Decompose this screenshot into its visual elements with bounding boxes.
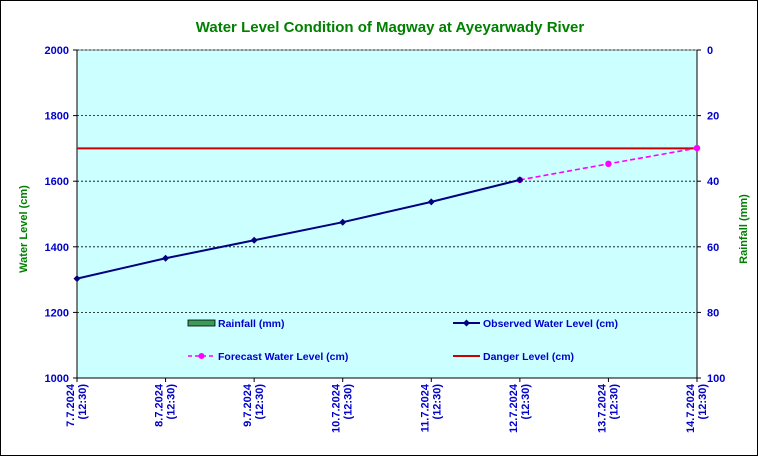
y2-tick-label: 0 — [707, 45, 713, 57]
y2-tick-label: 60 — [707, 242, 719, 254]
legend-danger-label: Danger Level (cm) — [483, 351, 574, 363]
observed-point — [162, 254, 170, 262]
chart-title: Water Level Condition of Magway at Ayeya… — [196, 19, 585, 36]
x-tick-label-line: (12:30) — [77, 384, 89, 420]
y-axis-title: Water Level (cm) — [18, 185, 30, 273]
y2-tick-label: 80 — [707, 307, 719, 319]
legend-observed-marker — [463, 319, 470, 327]
x-tick-label-line: 10.7.2024 — [331, 383, 343, 433]
x-tick-label-line: 11.7.2024 — [419, 383, 431, 432]
x-tick-label: 10.7.2024 (12:30) — [331, 383, 355, 433]
plot-area — [76, 49, 698, 379]
observed-point — [516, 176, 524, 184]
legend-rainfall-label: Rainfall (mm) — [218, 318, 285, 330]
x-tick-label-line: (12:30) — [343, 384, 355, 420]
legend-forecast-marker — [198, 353, 205, 359]
observed-point — [73, 275, 81, 283]
x-tick-label-line: 12.7.2024 — [508, 383, 520, 433]
x-tick-label-line: (12:30) — [431, 384, 443, 420]
y2-axis-title: Rainfall (mm) — [738, 194, 750, 264]
observed-water-level-line — [76, 178, 521, 280]
x-tick-label: 8.7.2024 (12:30) — [154, 383, 178, 427]
legend-forecast-label: Forecast Water Level (cm) — [218, 351, 348, 363]
y-tick-label: 1800 — [45, 111, 69, 123]
x-tick-label-line: (12:30) — [166, 384, 178, 420]
y2-tick-label: 20 — [707, 111, 719, 123]
legend-observed-label: Observed Water Level (cm) — [483, 318, 618, 330]
x-tick-label: 14.7.2024 (12:30) — [685, 383, 709, 433]
x-tick-label: 7.7.2024 (12:30) — [65, 383, 89, 427]
observed-point — [250, 236, 258, 244]
y-tick-label: 1600 — [45, 176, 69, 188]
x-tick-label-line: (12:30) — [608, 384, 620, 420]
observed-point — [427, 198, 435, 206]
x-tick-label-line: (12:30) — [520, 384, 532, 420]
forecast-point — [693, 144, 701, 152]
x-tick-label: 12.7.2024 (12:30) — [508, 383, 532, 433]
x-tick-label: 9.7.2024 (12:30) — [242, 383, 266, 427]
y-tick-label: 2000 — [45, 45, 69, 57]
y-tick-label: 1200 — [45, 307, 69, 319]
x-tick-label-line: 9.7.2024 — [242, 383, 254, 427]
forecast-point — [605, 160, 612, 168]
y-tick-label: 1000 — [45, 373, 69, 385]
x-tick-label: 13.7.2024 (12:30) — [596, 383, 620, 433]
x-tick-label-line: 14.7.2024 — [685, 383, 697, 433]
x-tick-label-line: 7.7.2024 — [65, 383, 77, 427]
legend-rainfall-swatch — [187, 319, 216, 327]
legend: Rainfall (mm) Observed Water Level (cm) Fo… — [187, 318, 618, 363]
x-tick-label-line: 8.7.2024 — [154, 383, 166, 427]
x-tick-label-line: 13.7.2024 — [596, 383, 608, 433]
y2-tick-label: 40 — [707, 176, 719, 188]
x-tick-label-line: (12:30) — [697, 384, 709, 420]
x-tick-label: 11.7.2024 (12:30) — [419, 383, 443, 432]
x-tick-label-line: (12:30) — [254, 384, 266, 420]
y-tick-label: 1400 — [45, 242, 69, 254]
y2-tick-label: 100 — [707, 373, 725, 385]
observed-point — [339, 218, 347, 226]
